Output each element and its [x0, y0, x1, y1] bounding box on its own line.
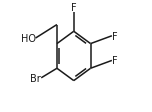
Text: F: F: [112, 31, 117, 41]
Text: F: F: [71, 3, 77, 13]
Text: F: F: [112, 56, 117, 66]
Text: Br: Br: [31, 73, 41, 83]
Text: HO: HO: [21, 34, 36, 44]
